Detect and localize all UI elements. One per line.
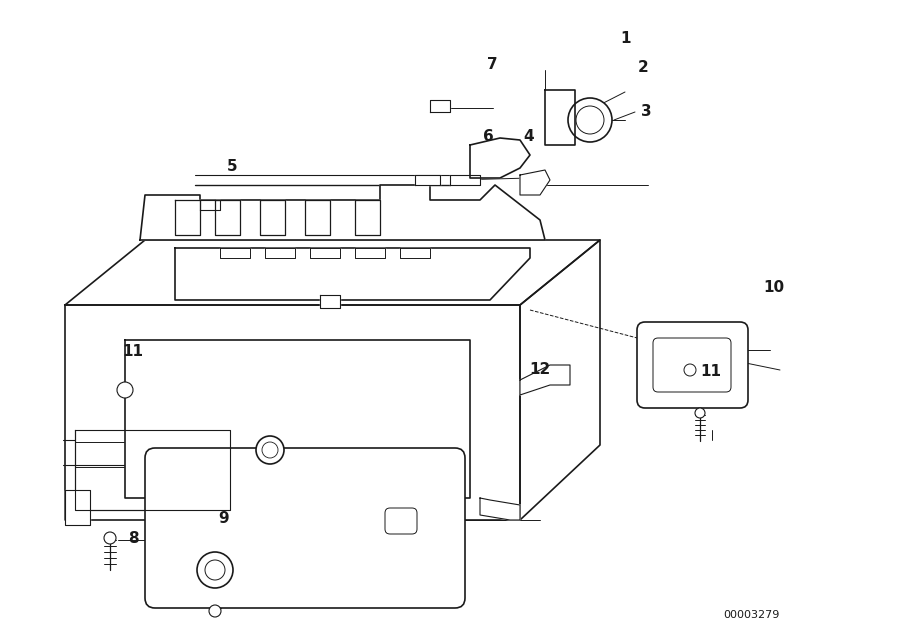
Polygon shape xyxy=(140,185,545,240)
Polygon shape xyxy=(355,248,385,258)
Polygon shape xyxy=(480,498,520,520)
Polygon shape xyxy=(520,240,600,520)
Polygon shape xyxy=(215,200,240,235)
Text: 11: 11 xyxy=(700,364,722,379)
Circle shape xyxy=(415,510,425,520)
Polygon shape xyxy=(175,248,530,300)
Circle shape xyxy=(576,106,604,134)
Polygon shape xyxy=(265,248,295,258)
Circle shape xyxy=(568,98,612,142)
Text: 5: 5 xyxy=(227,159,238,174)
Circle shape xyxy=(117,382,133,398)
Circle shape xyxy=(197,552,233,588)
Polygon shape xyxy=(545,90,575,145)
Polygon shape xyxy=(65,240,600,305)
Polygon shape xyxy=(520,170,550,195)
Polygon shape xyxy=(470,138,530,178)
Polygon shape xyxy=(355,200,380,235)
FancyBboxPatch shape xyxy=(653,338,731,392)
Polygon shape xyxy=(305,200,330,235)
Text: 1: 1 xyxy=(620,30,631,46)
Polygon shape xyxy=(220,248,250,258)
Text: 9: 9 xyxy=(218,511,229,526)
Polygon shape xyxy=(125,340,470,498)
FancyBboxPatch shape xyxy=(637,322,748,408)
Text: 4: 4 xyxy=(523,129,534,144)
Circle shape xyxy=(256,436,284,464)
Text: 2: 2 xyxy=(638,60,649,76)
Text: 6: 6 xyxy=(483,129,494,144)
Polygon shape xyxy=(450,175,480,185)
Polygon shape xyxy=(400,248,430,258)
Text: 8: 8 xyxy=(128,531,139,546)
Polygon shape xyxy=(320,295,340,308)
Text: 12: 12 xyxy=(529,362,551,377)
Circle shape xyxy=(684,364,696,376)
Text: 00003279: 00003279 xyxy=(724,610,779,620)
Polygon shape xyxy=(175,200,200,235)
FancyBboxPatch shape xyxy=(145,448,465,608)
Polygon shape xyxy=(415,175,440,185)
Text: 7: 7 xyxy=(487,57,498,72)
Circle shape xyxy=(205,560,225,580)
Polygon shape xyxy=(520,365,570,395)
Circle shape xyxy=(104,532,116,544)
Text: 10: 10 xyxy=(763,279,785,295)
Polygon shape xyxy=(65,305,520,520)
Polygon shape xyxy=(430,100,450,112)
Text: 11: 11 xyxy=(122,344,144,359)
Circle shape xyxy=(209,605,221,617)
Polygon shape xyxy=(200,200,220,210)
Circle shape xyxy=(695,408,705,418)
Polygon shape xyxy=(65,490,90,525)
Polygon shape xyxy=(310,248,340,258)
Text: 3: 3 xyxy=(641,104,652,119)
Circle shape xyxy=(262,442,278,458)
Polygon shape xyxy=(260,200,285,235)
FancyBboxPatch shape xyxy=(385,508,417,534)
